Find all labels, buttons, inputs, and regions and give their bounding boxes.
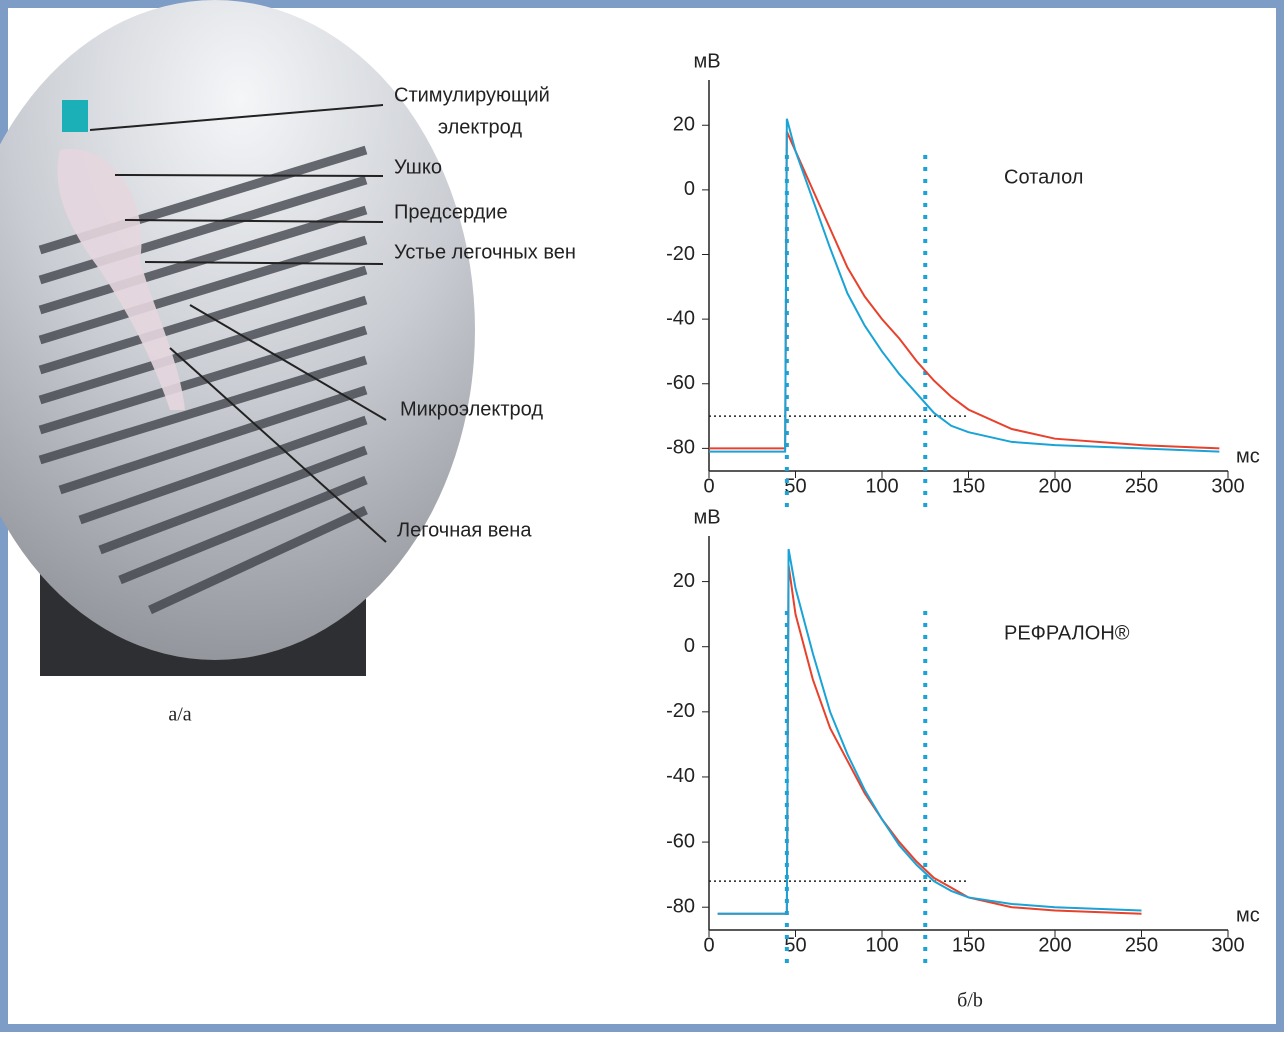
trace [709,118,1220,453]
photo: Стимулирующий электрод Ушко Предсердие У… [0,0,576,726]
x-tick-label: 0 [703,475,714,497]
y-tick-label: -40 [666,765,695,787]
x-tick-label: 100 [865,475,898,497]
pointer-lines [89,104,387,543]
photo-label: Ушко [394,156,442,178]
y-tick-label: 20 [673,570,695,592]
y-tick-label: -20 [666,700,695,722]
electrode [62,100,88,132]
photo-label: электрод [438,116,523,138]
y-tick-label: 0 [684,178,695,200]
trace [717,565,1142,915]
photo-label: Предсердие [394,201,508,223]
y-tick-label: -60 [666,372,695,394]
x-tick-label: 50 [784,475,806,497]
x-tick-label: 300 [1211,934,1244,956]
annotation: Соталол [1004,166,1083,188]
x-tick-label: 150 [952,934,985,956]
x-tick-label: 50 [784,934,806,956]
y-tick-label: -60 [666,830,695,852]
y-tick-label: -80 [666,895,695,917]
x-tick-label: 250 [1125,934,1158,956]
x-tick-label: 200 [1038,475,1071,497]
annotation: РЕФРАЛОН® [1004,622,1130,644]
photo-label: Микроэлектрод [400,398,543,420]
x-tick-label: 0 [703,934,714,956]
x-tick-label: 200 [1038,934,1071,956]
x-tick-label: 250 [1125,475,1158,497]
y-tick-label: -20 [666,243,695,265]
y-tick-label: -40 [666,307,695,329]
tissue [57,148,186,410]
y-axis-label: мВ [693,506,720,528]
y-axis-label: мВ [693,50,720,72]
photo-label: Устье легочных вен [394,241,576,263]
y-tick-label: -80 [666,437,695,459]
trace [717,548,1142,915]
y-tick-label: 0 [684,635,695,657]
x-axis-label: мс [1236,445,1260,467]
x-tick-label: 150 [952,475,985,497]
photo-label: Легочная вена [397,519,532,541]
x-tick-label: 300 [1211,475,1244,497]
photo-label: Стимулирующий [394,84,550,106]
x-axis-label: мс [1236,904,1260,926]
y-tick-label: 20 [673,114,695,136]
x-tick-label: 100 [865,934,898,956]
caption: б/b [957,990,983,1012]
caption: а/a [168,704,191,726]
photo-field [0,0,475,660]
